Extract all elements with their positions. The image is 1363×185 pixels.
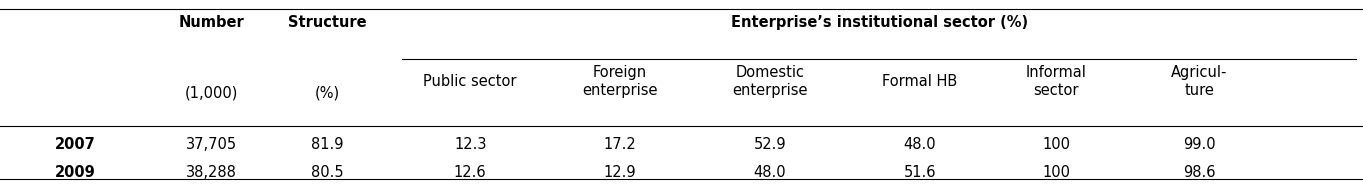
Text: 12.6: 12.6 [454,164,487,180]
Text: Enterprise’s institutional sector (%): Enterprise’s institutional sector (%) [731,15,1028,30]
Text: Foreign
enterprise: Foreign enterprise [582,65,658,98]
Text: Domestic
enterprise: Domestic enterprise [732,65,808,98]
Text: 48.0: 48.0 [904,137,936,152]
Text: 38,288: 38,288 [185,164,237,180]
Text: 81.9: 81.9 [311,137,343,152]
Text: 99.0: 99.0 [1183,137,1216,152]
Text: (%): (%) [315,85,339,100]
Text: 52.9: 52.9 [754,137,786,152]
Text: 51.6: 51.6 [904,164,936,180]
Text: 2007: 2007 [55,137,95,152]
Text: 17.2: 17.2 [604,137,637,152]
Text: Structure: Structure [288,15,367,30]
Text: 37,705: 37,705 [185,137,237,152]
Text: 100: 100 [1043,137,1070,152]
Text: Formal HB: Formal HB [882,74,958,89]
Text: Public sector: Public sector [424,74,517,89]
Text: 12.9: 12.9 [604,164,637,180]
Text: 98.6: 98.6 [1183,164,1216,180]
Text: 12.3: 12.3 [454,137,487,152]
Text: (1,000): (1,000) [184,85,239,100]
Text: 48.0: 48.0 [754,164,786,180]
Text: Agricul-
ture: Agricul- ture [1171,65,1228,98]
Text: 2009: 2009 [55,164,95,180]
Text: 100: 100 [1043,164,1070,180]
Text: 80.5: 80.5 [311,164,343,180]
Text: Number: Number [179,15,244,30]
Text: Informal
sector: Informal sector [1026,65,1086,98]
